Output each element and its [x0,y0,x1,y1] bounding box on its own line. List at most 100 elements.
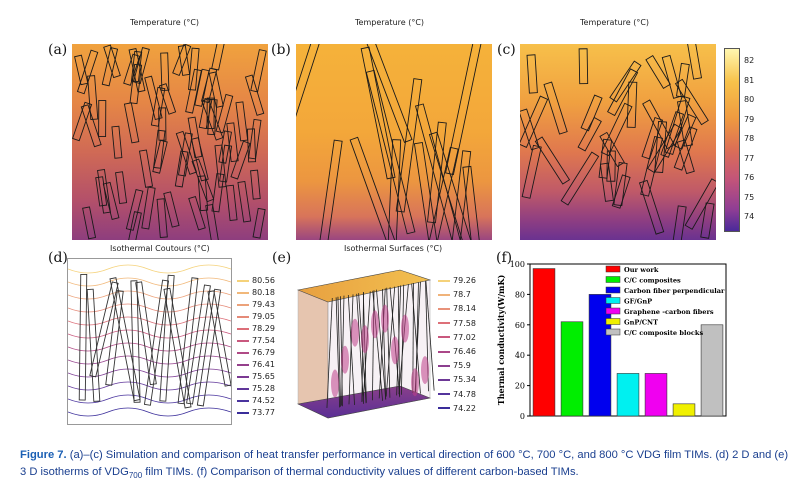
fiber-rect [103,44,121,79]
isosurface-blob [421,356,429,385]
legend-label: 76.41 [252,360,275,369]
bar [532,268,556,417]
fiber-rect [129,63,143,105]
legend-swatch [605,297,621,304]
fiber-rects-a [72,44,267,240]
fiber-rect [428,131,481,240]
legend-swatch [237,291,249,294]
fiber-rect [462,165,485,240]
contour-line [67,316,232,326]
fiber-rect [645,54,671,90]
fiber-rect [186,284,211,405]
fiber-line [372,290,375,401]
legend-label: 77.58 [453,318,476,328]
fiber-rect [349,136,403,240]
panel-d-title: Isothermal Coutours (°C) [110,244,210,253]
legend-swatch [438,378,450,381]
fiber-rect [413,142,440,240]
legend-entry: Our work [624,266,659,274]
legend-isosurfaces: 79.26 78.7 78.14 77.58 77.02 76.46 75.9 75.34 74… [438,276,488,421]
legend-row: 75.28 [237,384,275,393]
legend-swatch [438,393,450,396]
caption-text-1: (a)–(c) Simulation and comparison of hea… [20,449,789,478]
fiber-rect [177,44,191,76]
fiber-rect [150,86,166,127]
legend-label: 75.9 [453,361,471,371]
fiber-rect [215,93,234,134]
legend-row: 78.14 [438,304,476,313]
bar-chart-svg: 0 20 40 60 80 100 Thermal conductivity(W/mK) Ou… [496,260,727,421]
heatmap-a [72,44,268,240]
fiber-rect [159,274,175,402]
fiber-rect [194,68,210,107]
fiber-rect [647,123,683,174]
fiber-rect [520,95,549,148]
fiber-line [396,285,402,396]
fiber-rect [80,104,102,148]
fiber-rect [205,203,219,240]
isosurface-blob [361,325,369,354]
fiber-line [347,294,355,406]
fiber-rect [520,108,540,151]
legend-swatch [237,351,249,354]
colorbar-tick-label: 78 [744,134,755,143]
fiber-rect [207,98,218,136]
contour-line [67,394,232,404]
fiber-rect [686,44,703,80]
bar [644,373,668,417]
fiber-rect [365,69,416,235]
fiber-rect [673,126,698,171]
fiber-rect [230,140,251,180]
legend-swatch [605,286,621,294]
fiber-rect [158,107,167,141]
fiber-rect [172,44,192,76]
legend-label: 78.29 [252,324,275,333]
fiber-rect [76,49,99,95]
fiber-rect [160,52,170,91]
fiber-rect [578,48,589,85]
fiber-rect [237,180,252,223]
bar [616,373,640,417]
fiber-rect [82,206,97,240]
legend-swatch [237,375,249,378]
fiber-rect [613,161,628,207]
fiber-rect [654,120,668,174]
legend-swatch [438,364,450,367]
fiber-line [376,289,387,400]
fiber-rect [191,158,215,203]
legend-label: 77.54 [252,336,275,345]
legend-contours: 80.56 80.18 79.43 79.05 78.29 77.54 76.79 76.41… [237,276,287,426]
legend-swatch [237,363,249,366]
panel-b-label: (b) [271,42,291,58]
legend-entry: GF/GnP [624,298,652,306]
fiber-rect [86,288,101,402]
colorbar-tick-label: 77 [744,153,755,163]
legend-row: 73.77 [237,408,275,417]
heatmap-c [520,44,716,240]
fiber-rect [386,139,402,240]
fiber-rect [78,273,88,401]
isosurface-blob [381,304,389,333]
legend-row: 79.43 [237,300,275,309]
fiber-rect [661,54,682,99]
fiber-rect [577,116,602,152]
legend-row: 75.9 [438,361,471,370]
legend-row: 80.18 [237,288,275,297]
isosurface-svg [296,269,435,419]
fiber-rect [97,169,111,214]
fiber-rect [219,144,233,183]
isosurface-3d [290,258,438,430]
fiber-rect [607,68,639,117]
contour-line [67,277,232,287]
fiber-rect [206,97,215,129]
legend-label: 74.52 [252,396,275,405]
fiber-line [400,284,405,395]
legend-row: 75.65 [237,372,275,381]
fiber-rect [188,195,206,231]
legend-row: 77.54 [237,336,275,345]
legend-swatch [438,336,450,339]
legend-swatch [438,293,450,296]
fiber-rect [163,287,192,409]
fiber-rect [427,121,447,224]
fiber-rects-b [296,44,485,240]
